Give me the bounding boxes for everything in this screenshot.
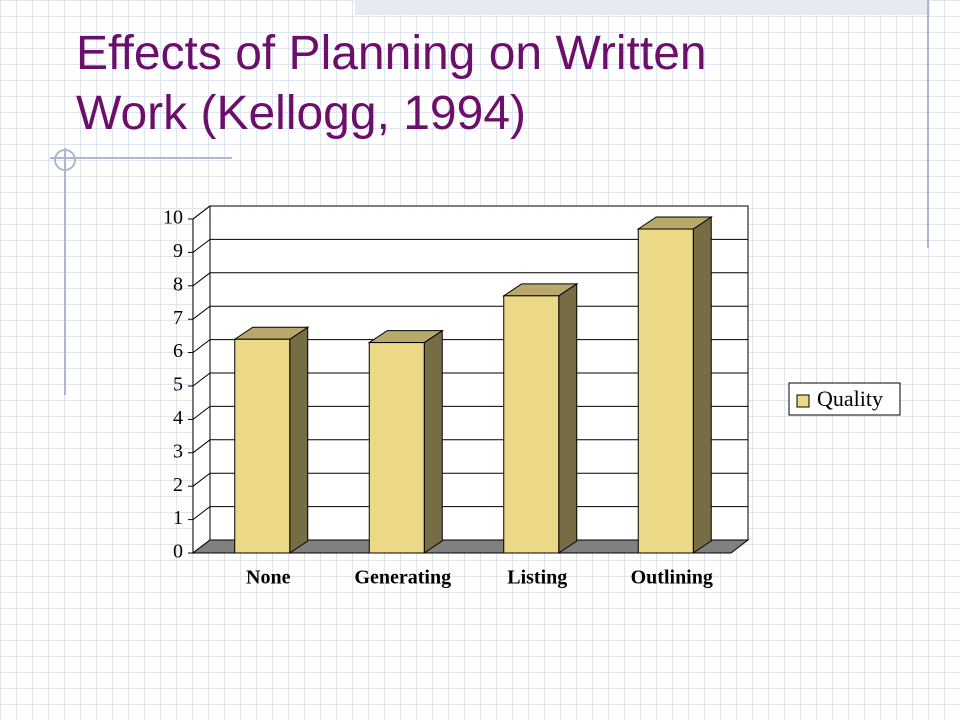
- bar: [234, 338, 291, 554]
- x-tick-label: None: [246, 567, 291, 589]
- grid-line: [192, 205, 748, 220]
- bar-side: [423, 329, 443, 554]
- grid-line: [192, 272, 748, 287]
- bar-side: [692, 216, 712, 554]
- plot: 0 1 2 3 4 5 6 7 8 9 10 None Generating Listing Outlini…: [163, 204, 901, 589]
- bar: [637, 228, 694, 554]
- x-tick-label: Outlining: [631, 567, 713, 589]
- y-tick-label: 8: [173, 273, 183, 295]
- decor-bar: [355, 0, 930, 15]
- bar-side: [558, 282, 578, 554]
- legend-label: Quality: [817, 386, 883, 411]
- y-tick-label: 7: [173, 307, 183, 329]
- y-tick-label: 6: [173, 340, 183, 362]
- y-tick-label: 2: [173, 474, 183, 496]
- chart-title: Effects of Planning on Written Work (Kel…: [76, 27, 707, 140]
- y-tick-label: 3: [173, 440, 183, 462]
- y-tick-label: 4: [173, 407, 183, 429]
- bar-side: [289, 326, 309, 554]
- x-tick-label: Listing: [507, 567, 567, 589]
- y-tick-label: 0: [173, 541, 183, 563]
- y-tick-label: 9: [173, 240, 183, 262]
- y-tick-label: 1: [173, 507, 183, 529]
- bar: [503, 295, 560, 554]
- legend-swatch: [796, 394, 810, 408]
- y-tick-label: 10: [163, 207, 183, 229]
- y-tick-label: 5: [173, 374, 183, 396]
- bar: [368, 342, 425, 554]
- x-tick-label: Generating: [354, 567, 451, 589]
- grid-line: [192, 238, 748, 253]
- decor-circle: [54, 149, 76, 171]
